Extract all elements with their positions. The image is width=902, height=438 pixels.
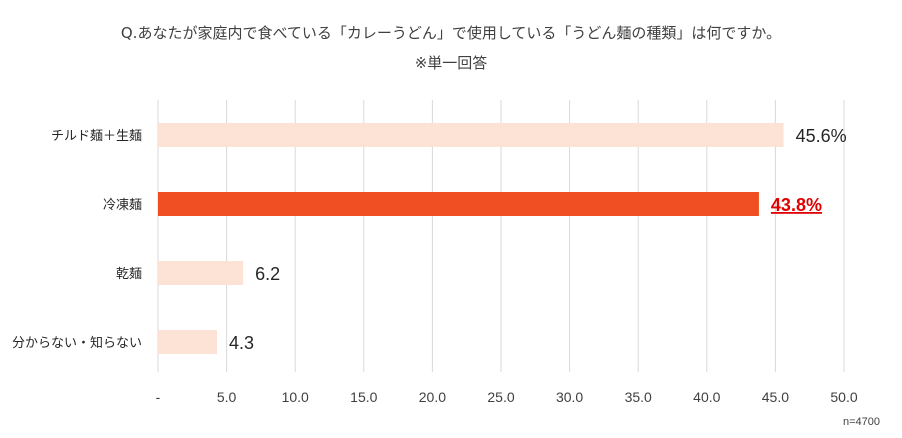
data-label-highlight: 43.8% <box>771 195 822 215</box>
x-tick-label: 40.0 <box>693 389 720 405</box>
category-label: 冷凍麺 <box>103 197 142 213</box>
category-label: 乾麺 <box>116 267 142 282</box>
x-tick-label: 10.0 <box>282 389 309 405</box>
bar <box>158 261 244 285</box>
x-tick-label: 20.0 <box>419 389 446 405</box>
bar-highlight <box>158 192 759 216</box>
x-tick-label: 5.0 <box>217 389 237 405</box>
x-tick-label: 30.0 <box>556 389 583 405</box>
x-tick-label: - <box>156 389 161 405</box>
x-tick-label: 25.0 <box>487 389 514 405</box>
x-tick-label: 35.0 <box>625 389 652 405</box>
data-label: 45.6% <box>796 126 847 146</box>
category-label: チルド麺＋生麺 <box>51 129 142 144</box>
x-tick-label: 15.0 <box>350 389 377 405</box>
category-label: 分からない・知らない <box>12 335 142 351</box>
chart-title: Q.あなたが家庭内で食べている「カレーうどん」で使用している「うどん麺の種類」は… <box>120 24 782 42</box>
chart-subtitle: ※単一回答 <box>414 54 488 72</box>
data-label: 6.2 <box>255 264 280 284</box>
x-tick-label: 50.0 <box>830 389 857 405</box>
data-label: 4.3 <box>229 333 254 353</box>
bar <box>158 123 784 147</box>
sample-size-note: n=4700 <box>842 416 880 428</box>
bar <box>158 330 217 354</box>
x-tick-label: 45.0 <box>762 389 789 405</box>
